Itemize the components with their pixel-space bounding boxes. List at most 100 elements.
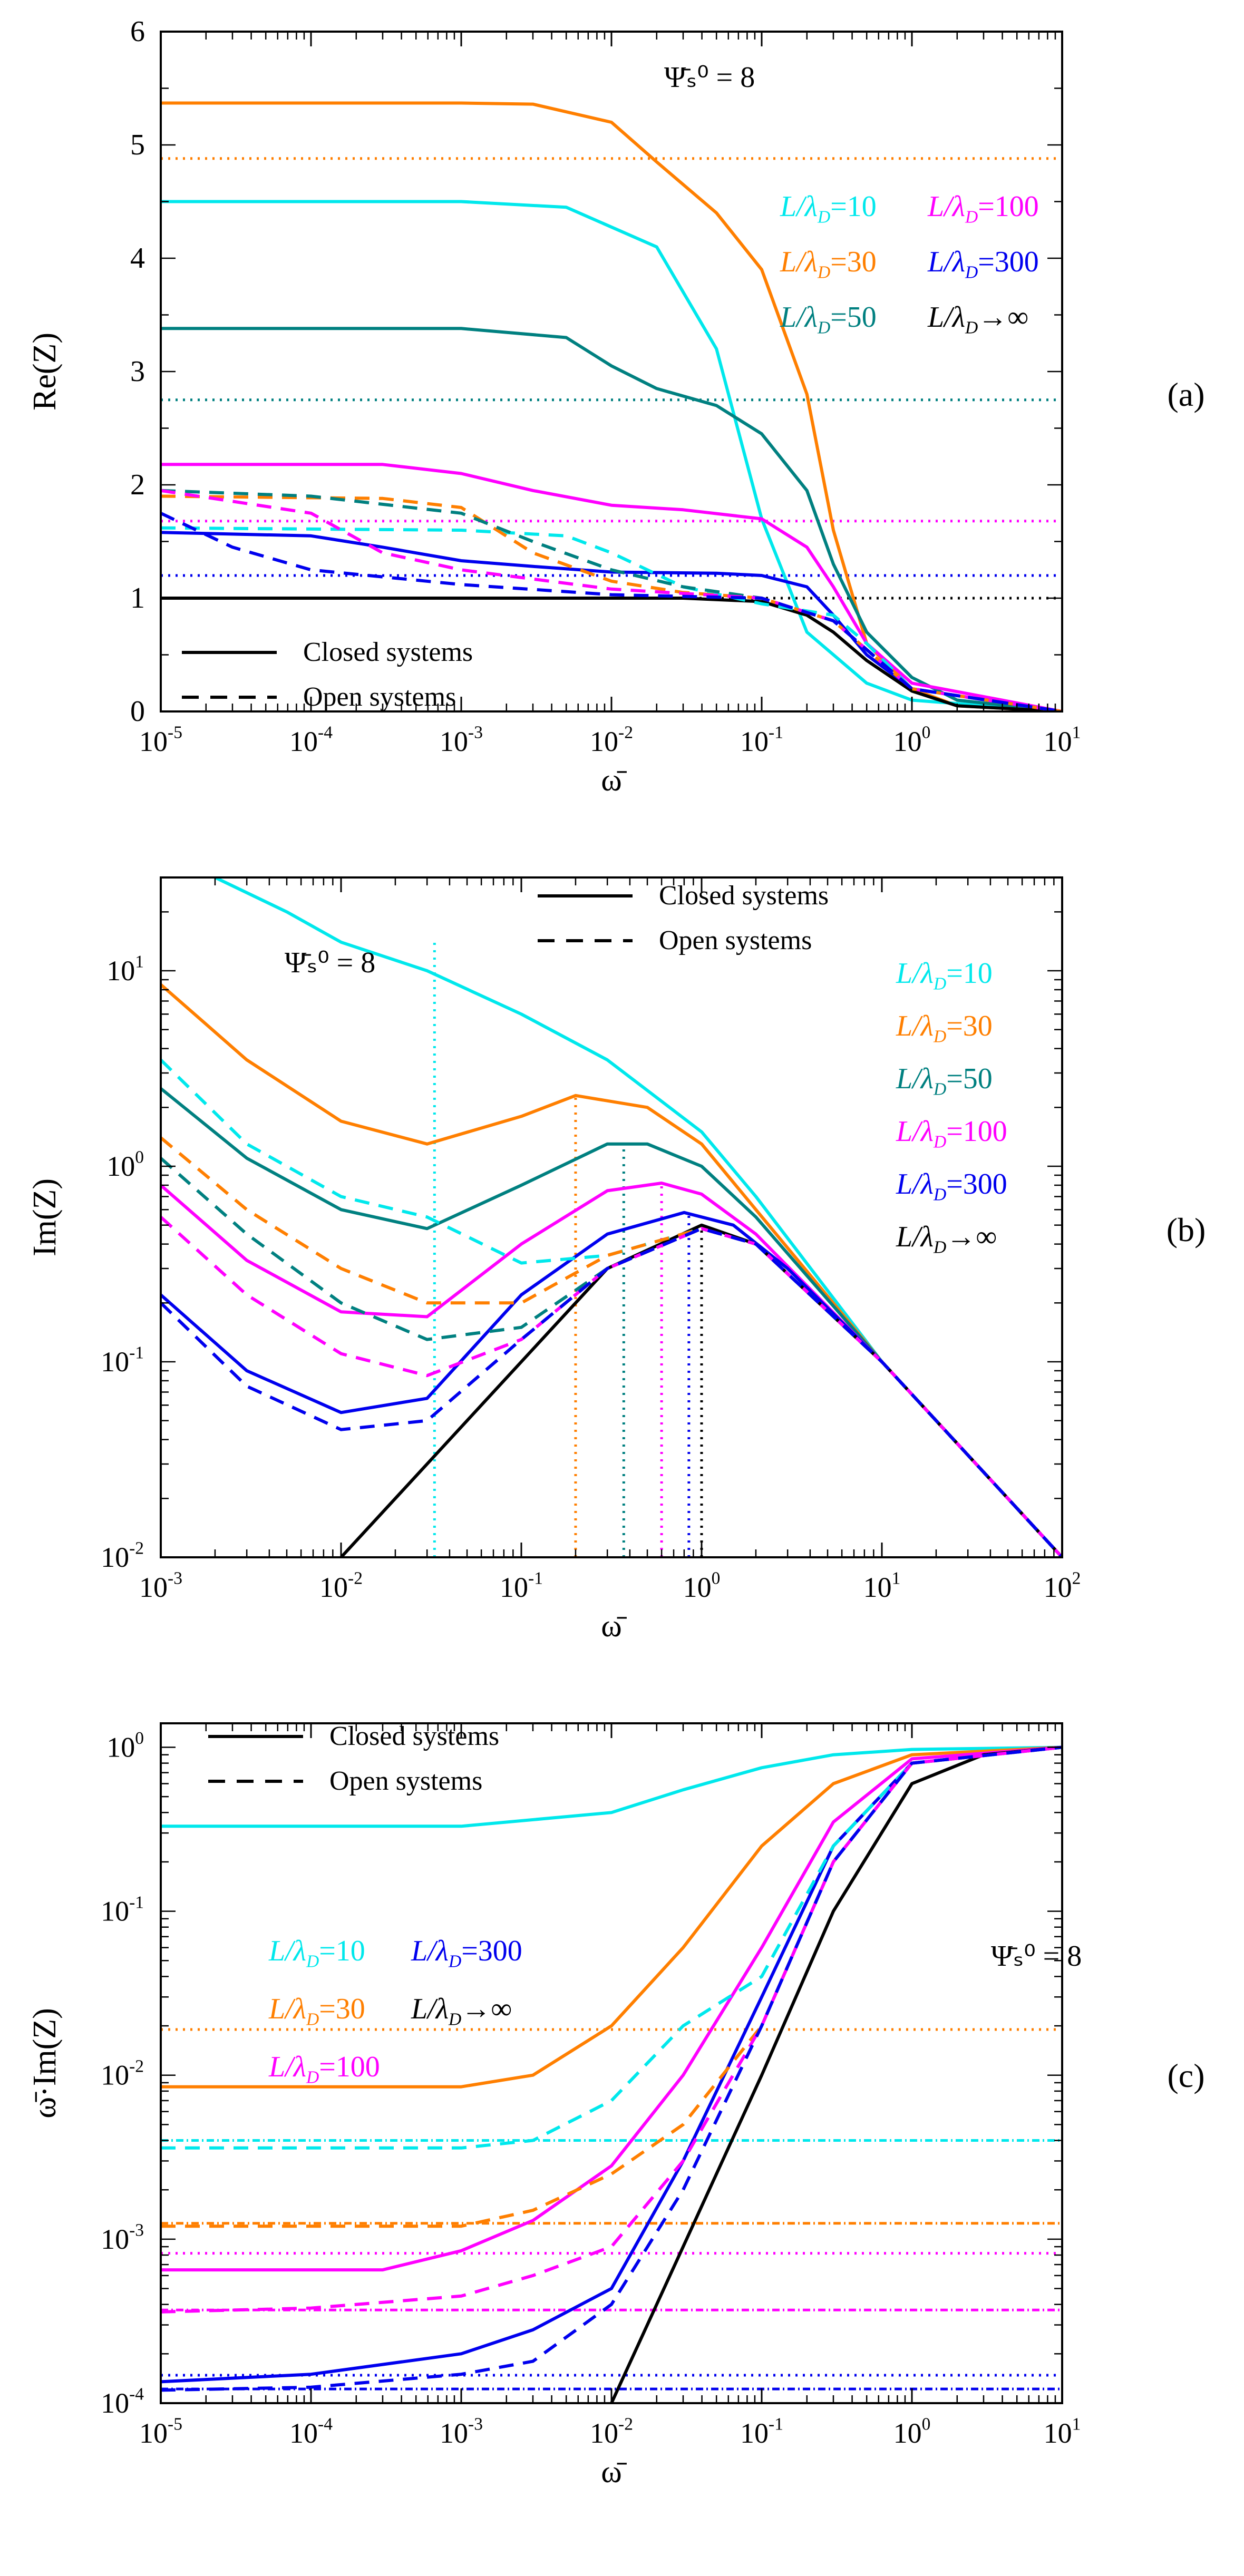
series-label-L30: L/λD=30 bbox=[896, 1010, 993, 1046]
x-axis-label: ω̄ bbox=[601, 2454, 627, 2489]
x-tick-label: 10-2 bbox=[590, 723, 633, 757]
x-tick-label: 100 bbox=[893, 723, 931, 757]
legend-open-label: Open systems bbox=[659, 925, 812, 955]
series-line-L30-dashed bbox=[161, 1136, 1062, 1557]
series-line-Linf-solid bbox=[610, 1745, 1062, 2403]
y-tick-label: 10-2 bbox=[101, 2056, 144, 2091]
y-tick-label: 2 bbox=[130, 469, 145, 501]
x-tick-label: 101 bbox=[1044, 2415, 1081, 2449]
series-line-L10-solid bbox=[161, 200, 1062, 711]
x-tick-label: 100 bbox=[893, 2415, 931, 2449]
panel-b: 10-3 10-2 10-1 100 101 10210-210-1100101ω̄Im(… bbox=[27, 876, 1206, 1643]
y-tick-label: 6 bbox=[130, 15, 145, 48]
series-line-L10-dashed bbox=[161, 526, 1062, 711]
legend-closed-label: Closed systems bbox=[303, 637, 473, 667]
psi-annotation: Ψ̄ₛ⁰ = 8 bbox=[664, 61, 755, 94]
series-label-L100: L/λD=100 bbox=[927, 190, 1039, 227]
y-tick-label: 5 bbox=[130, 129, 145, 161]
y-tick-label: 10-1 bbox=[101, 1343, 144, 1378]
series-line-L100-solid bbox=[161, 1745, 1062, 2272]
series-line-L30-solid bbox=[161, 101, 1062, 711]
series-label-L50: L/λD=50 bbox=[780, 301, 877, 337]
x-tick-label: 10-4 bbox=[289, 2415, 333, 2449]
series-line-L300-solid bbox=[161, 1211, 1062, 1557]
series-line-L50-dashed bbox=[161, 489, 1062, 711]
x-tick-label: 10-1 bbox=[740, 723, 783, 757]
y-axis-label: Re(Z) bbox=[27, 333, 63, 411]
x-tick-label: 10-4 bbox=[289, 723, 333, 757]
series-line-L100-dashed bbox=[161, 1745, 1062, 2314]
y-tick-label: 100 bbox=[106, 1729, 144, 1763]
y-axis-label: ω̄·Im(Z) bbox=[27, 2008, 63, 2119]
series-label-L10: L/λD=10 bbox=[268, 1935, 365, 1971]
series-line-L50-dashed bbox=[161, 1157, 1062, 1557]
series-label-L10: L/λD=10 bbox=[896, 957, 993, 993]
x-axis-label: ω̄ bbox=[601, 1608, 627, 1643]
panel-a: 10-5 10-4 10-3 10-2 10-1 100 1010123456ω̄Re(Z)… bbox=[27, 15, 1205, 797]
series-line-L300-solid bbox=[161, 531, 1062, 711]
series-line-L30-dashed bbox=[161, 1745, 1062, 2228]
series-label-L10: L/λD=10 bbox=[780, 190, 877, 227]
series-line-L50-solid bbox=[161, 327, 1062, 711]
series-label-L30: L/λD=30 bbox=[268, 1993, 365, 2029]
y-tick-label: 4 bbox=[130, 242, 145, 275]
psi-annotation: Ψ̄ₛ⁰ = 8 bbox=[285, 947, 375, 979]
y-tick-label: 101 bbox=[106, 952, 144, 987]
series-line-L10-solid bbox=[161, 1745, 1062, 1828]
x-tick-label: 10-3 bbox=[440, 723, 483, 757]
legend-closed-label: Closed systems bbox=[329, 1721, 499, 1751]
legend-closed-label: Closed systems bbox=[659, 881, 829, 911]
series-line-L10-solid bbox=[214, 877, 1062, 1557]
plot-frame bbox=[160, 876, 1063, 1558]
series-line-L300-dashed bbox=[161, 1227, 1062, 1557]
y-tick-label: 1 bbox=[130, 582, 145, 614]
series-line-L10-dashed bbox=[161, 1745, 1062, 2150]
x-tick-label: 100 bbox=[683, 1569, 721, 1603]
x-tick-label: 101 bbox=[863, 1569, 901, 1603]
series-line-L300-dashed bbox=[161, 512, 1062, 711]
x-tick-label: 10-5 bbox=[139, 2415, 182, 2449]
y-tick-label: 3 bbox=[130, 355, 145, 388]
panel-label: (c) bbox=[1167, 2057, 1204, 2094]
series-label-L50: L/λD=50 bbox=[896, 1062, 993, 1099]
x-tick-label: 10-2 bbox=[319, 1569, 363, 1603]
y-tick-label: 100 bbox=[106, 1148, 144, 1182]
series-label-L100: L/λD=100 bbox=[268, 2051, 380, 2087]
series-line-L100-dashed bbox=[161, 489, 1062, 711]
series-label-Linf: L/λD→∞ bbox=[896, 1221, 997, 1257]
series-line-L10-dashed bbox=[161, 1059, 1062, 1557]
y-tick-label: 10-1 bbox=[101, 1892, 144, 1927]
y-tick-label: 10-4 bbox=[101, 2385, 144, 2419]
series-label-Linf: L/λD→∞ bbox=[411, 1993, 512, 2029]
series-line-L30-solid bbox=[161, 1745, 1062, 2089]
y-tick-label: 10-2 bbox=[101, 1539, 144, 1573]
y-tick-label: 10-3 bbox=[101, 2221, 144, 2255]
series-label-L100: L/λD=100 bbox=[896, 1115, 1007, 1152]
series-label-L300: L/λD=300 bbox=[896, 1168, 1007, 1204]
x-tick-label: 10-2 bbox=[590, 2415, 633, 2449]
legend-open-label: Open systems bbox=[303, 682, 456, 712]
panel-label: (a) bbox=[1167, 376, 1204, 413]
series-line-L30-solid bbox=[161, 983, 1062, 1557]
series-label-L300: L/λD=300 bbox=[411, 1935, 522, 1971]
series-label-L300: L/λD=300 bbox=[927, 246, 1039, 282]
series-line-L50-solid bbox=[161, 1087, 1062, 1557]
panel-label: (b) bbox=[1167, 1211, 1206, 1248]
y-tick-label: 0 bbox=[130, 695, 145, 728]
x-axis-label: ω̄ bbox=[601, 763, 627, 797]
x-tick-label: 10-1 bbox=[500, 1569, 543, 1603]
plot-frame bbox=[160, 31, 1063, 713]
series-line-Linf-solid bbox=[161, 597, 1062, 711]
series-line-L300-dashed bbox=[161, 1745, 1062, 2392]
legend-open-label: Open systems bbox=[329, 1766, 482, 1796]
x-tick-label: 102 bbox=[1044, 1569, 1081, 1603]
psi-annotation: Ψ̄ₛ⁰ = 8 bbox=[991, 1940, 1082, 1973]
y-axis-label: Im(Z) bbox=[27, 1178, 63, 1256]
series-label-Linf: L/λD→∞ bbox=[927, 301, 1028, 337]
x-tick-label: 10-1 bbox=[740, 2415, 783, 2449]
series-label-L30: L/λD=30 bbox=[780, 246, 877, 282]
panel-c: 10-5 10-4 10-3 10-2 10-1 100 10110-410-310-210… bbox=[27, 1721, 1205, 2489]
x-tick-label: 101 bbox=[1044, 723, 1081, 757]
x-tick-label: 10-3 bbox=[440, 2415, 483, 2449]
